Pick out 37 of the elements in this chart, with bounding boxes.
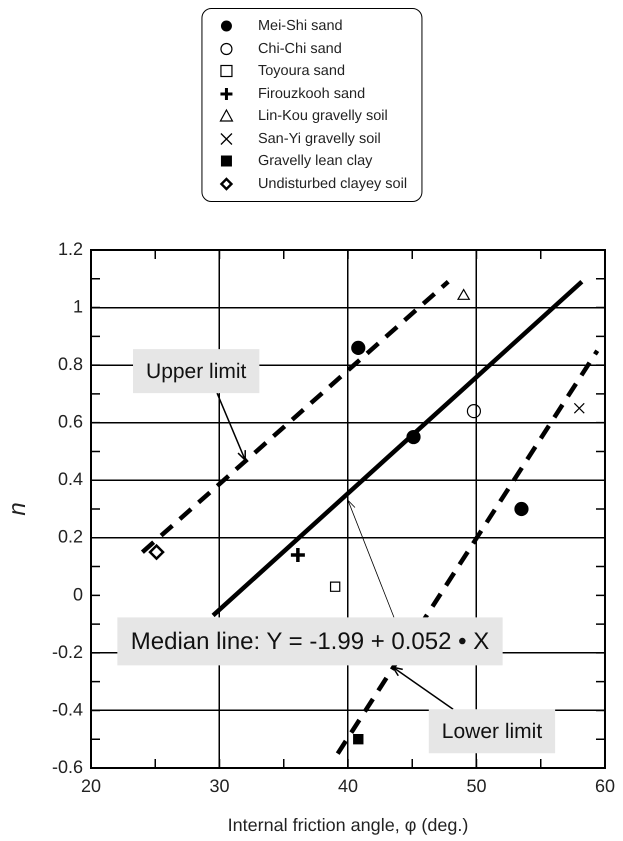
x-tick-label: 60	[594, 776, 616, 796]
point	[406, 430, 421, 444]
legend-label: San-Yi gravelly soil	[258, 130, 381, 147]
legend-label: Toyoura sand	[258, 63, 346, 80]
y-tick-label: 0.6	[58, 412, 83, 432]
annotation: Lower limit	[442, 720, 542, 744]
point	[148, 544, 164, 560]
x-tick-label: 30	[209, 776, 230, 796]
y-tick-label: -0.2	[52, 642, 83, 662]
legend-label: Mei-Shi sand	[258, 18, 343, 34]
y-tick-label: 1.2	[58, 238, 83, 259]
y-tick-label: 0.2	[58, 526, 83, 547]
point	[330, 582, 340, 592]
point	[466, 404, 482, 418]
y-tick-label: 1	[72, 296, 83, 317]
y-tick-label: 0.4	[58, 469, 83, 490]
legend-label: Firouzkooh sand	[258, 86, 366, 102]
point	[289, 546, 307, 564]
x-tick-label: 40	[338, 776, 358, 796]
annotation: Median line: Y = -1.99 + 0.052 • X	[130, 628, 490, 655]
point	[514, 502, 529, 516]
x-tick-label: 50	[466, 776, 487, 796]
legend-label: Undisturbed clayey soil	[258, 176, 408, 192]
y-axis-title: n	[4, 502, 32, 516]
y-tick-label: 0	[72, 584, 83, 604]
legend-label: Chi-Chi sand	[258, 40, 342, 57]
point	[351, 340, 366, 355]
point	[353, 734, 364, 744]
y-tick-label: 0.8	[58, 354, 83, 374]
point	[574, 402, 585, 414]
y-tick-label: -0.4	[52, 699, 83, 720]
y-tick-label: -0.6	[52, 756, 83, 777]
x-axis-title: Internal friction angle, φ (deg.)	[228, 815, 468, 836]
legend-label: Gravelly lean clay	[258, 153, 372, 170]
annotation: Upper limit	[146, 360, 247, 383]
x-tick-label: 20	[80, 776, 102, 796]
legend-label: Lin-Kou gravelly soil	[258, 108, 388, 124]
